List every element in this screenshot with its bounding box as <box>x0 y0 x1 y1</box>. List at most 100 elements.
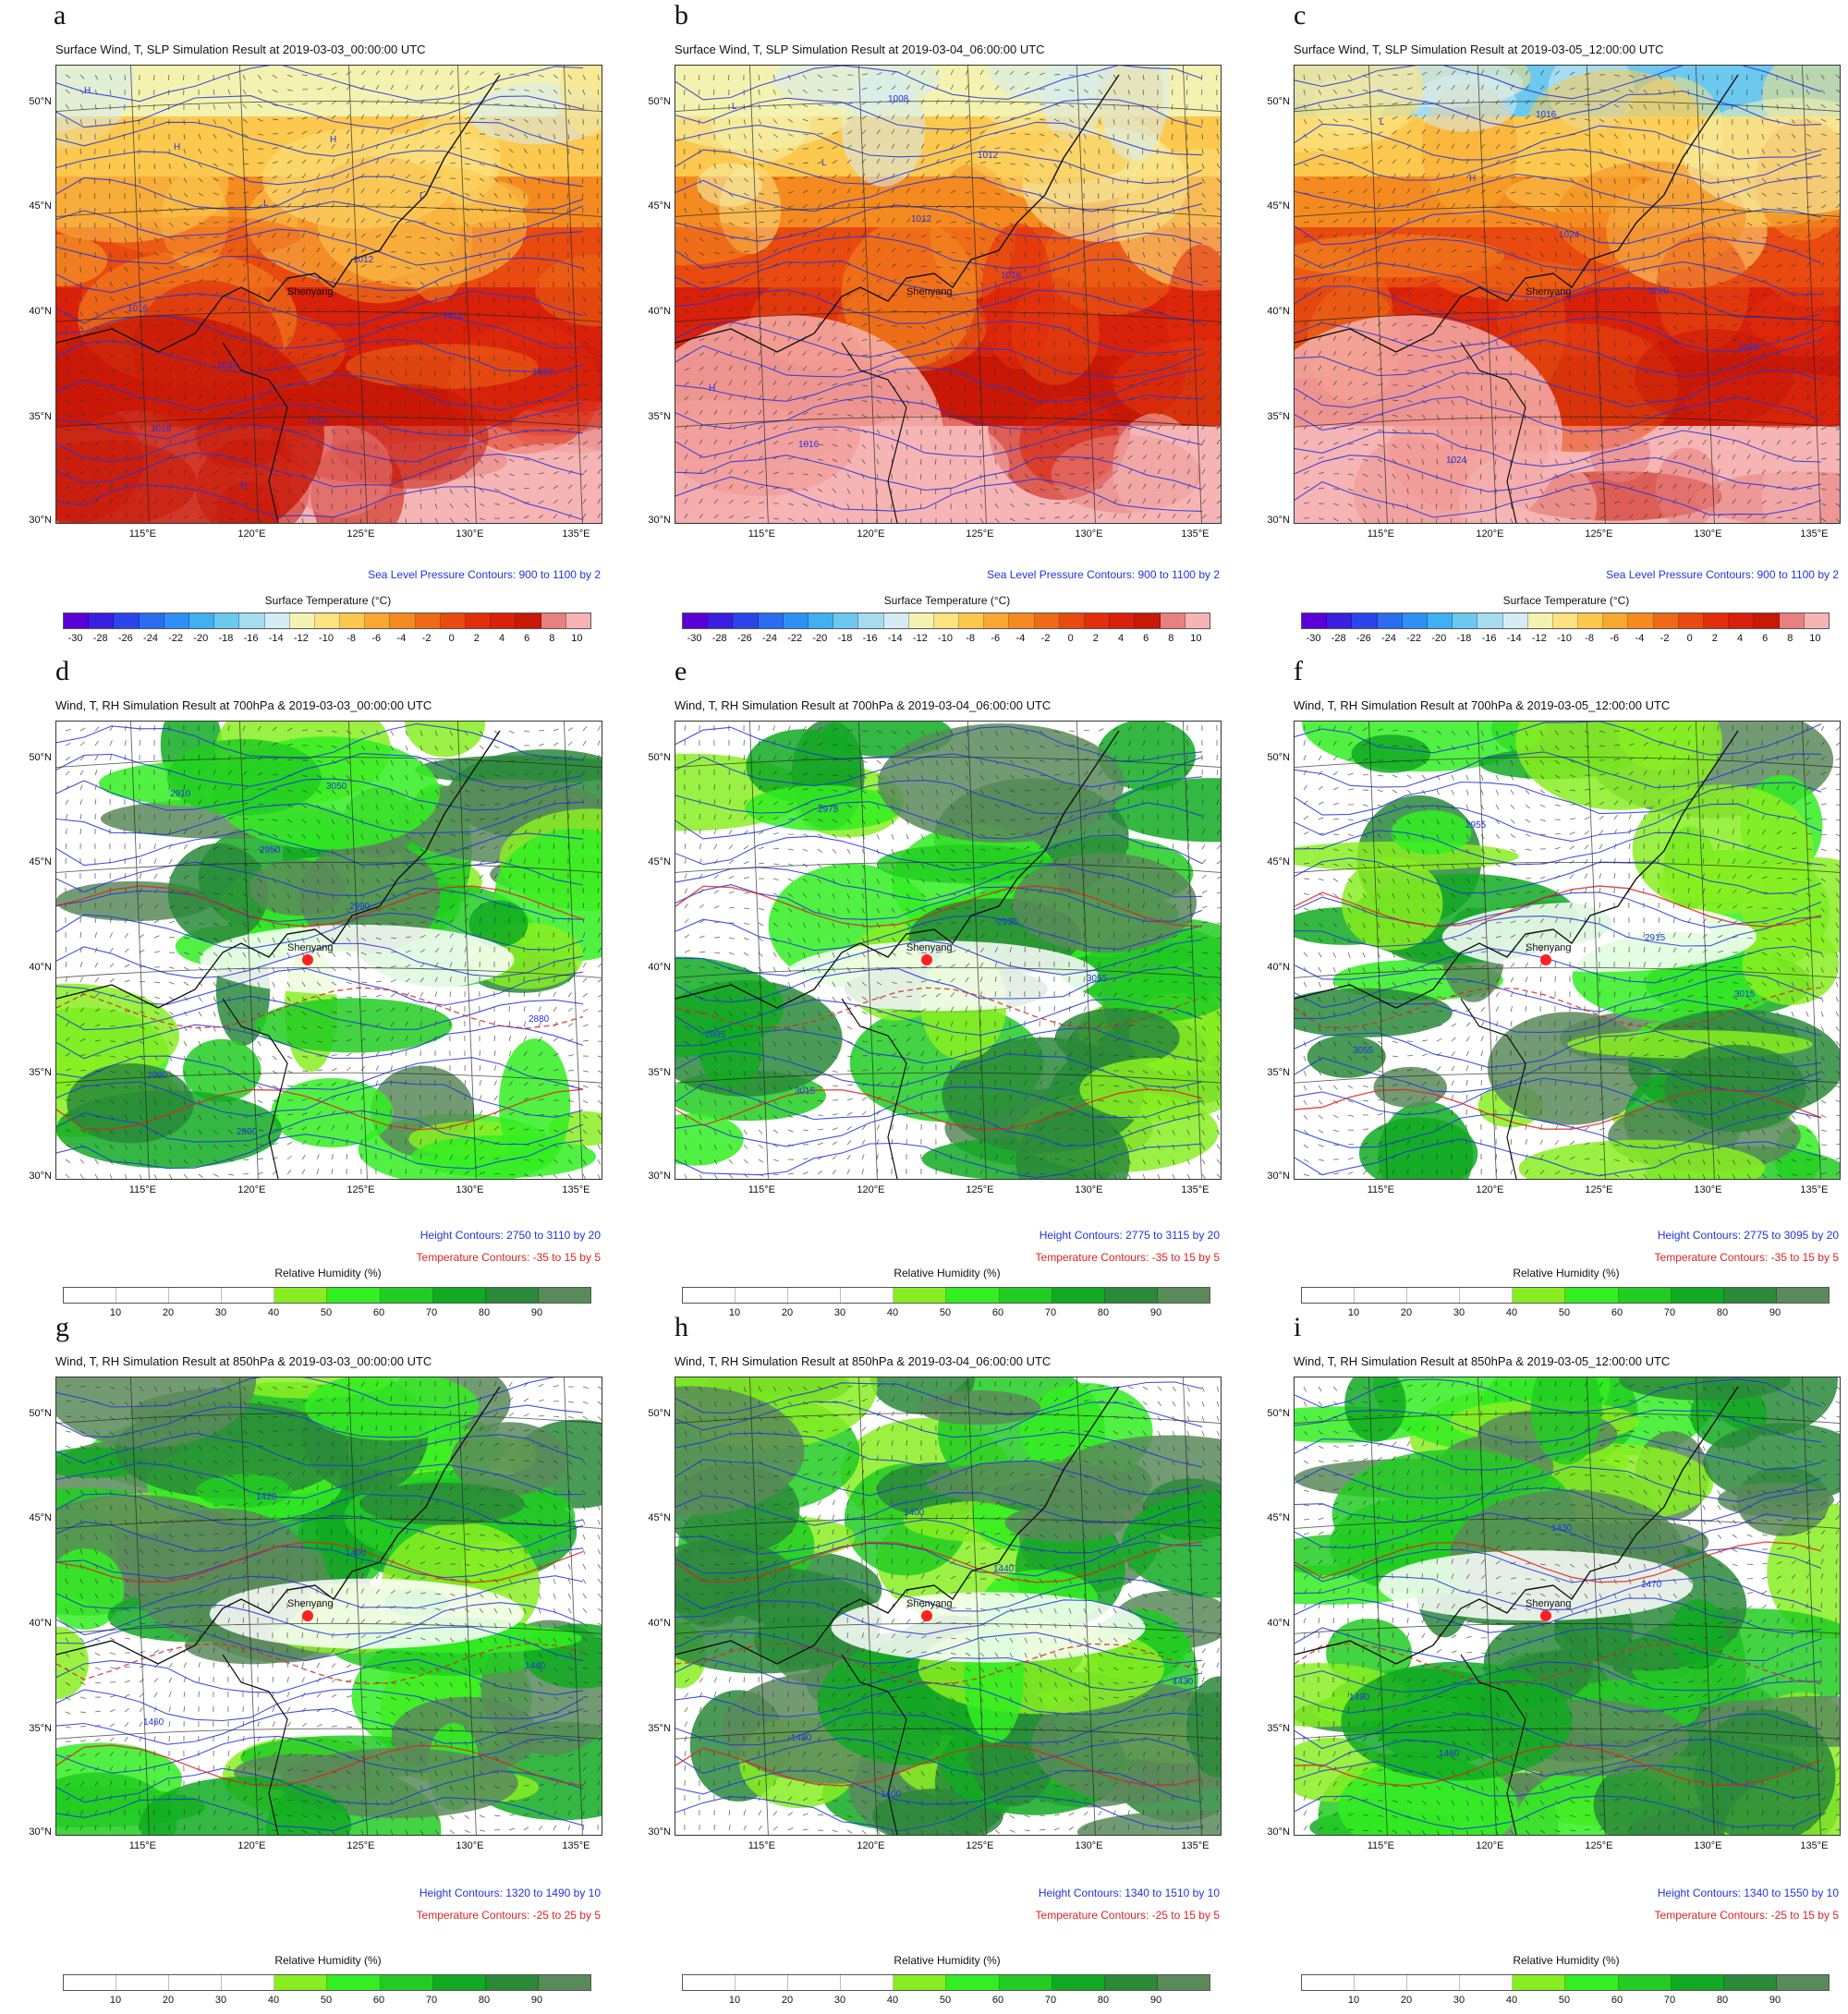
city-label: Shenyang <box>1526 942 1572 953</box>
temperature-blob <box>981 223 1054 370</box>
rh-850hpa-map: 1430 1470 Shenyang 1490 1460 <box>1294 1377 1841 1836</box>
colorbar-swatch <box>1527 613 1553 628</box>
colorbar-tick-labels: -30 -28 -26 -24 -22 -20 -18 -16 -14 -12 -10 -8 -6 -4-… <box>63 633 590 646</box>
contour-label: 2880 <box>529 1014 550 1025</box>
contour-label: 2950 <box>260 845 281 855</box>
colorbar-tick-label: -4 <box>396 633 407 644</box>
colorbar <box>63 613 591 629</box>
field-layer: L L 1012 1016 Shenyang H 1016 1008 1012 <box>675 66 1221 523</box>
longitude-tick-label: 130°E <box>1694 1184 1722 1195</box>
colorbar-tick-label: -10 <box>319 633 334 644</box>
latitude-axis: 50°N 45°N 40°N 35°N 30°N <box>632 65 671 526</box>
colorbar-title: Relative Humidity (%) <box>894 1954 1001 1967</box>
humidity-blob <box>298 839 441 953</box>
colorbar-swatch <box>89 613 115 628</box>
longitude-tick-label: 130°E <box>1694 528 1722 540</box>
contour-label: 1400 <box>904 1508 925 1518</box>
shenyang-marker <box>921 954 932 965</box>
colorbar-tick-label: 50 <box>1558 1995 1571 2006</box>
humidity-blob <box>876 844 1054 884</box>
colorbar-swatch <box>1477 613 1503 628</box>
dry-region <box>1379 1550 1694 1621</box>
colorbar-tick-label: -26 <box>1356 633 1371 644</box>
contour-label: 1024 <box>1559 230 1580 240</box>
panel-letter: c <box>1294 0 1307 30</box>
colorbar-tick-label: 6 <box>524 633 530 644</box>
wind-vector-field <box>683 69 1221 523</box>
colorbar-tick-label: 2 <box>1092 633 1099 644</box>
humidity-blob <box>926 1461 1135 1506</box>
colorbar-swatch <box>516 613 541 628</box>
contour-label: 1440 <box>993 1564 1015 1574</box>
contour-label: 1400 <box>346 1548 367 1559</box>
colorbar-tick-label: 30 <box>214 1995 227 2006</box>
temperature-blob <box>922 358 1048 419</box>
colorbar-swatch <box>1678 613 1704 628</box>
rh-700hpa-map: 2910 2950 2990 Shenyang 2880 2990 2890 3050 <box>55 721 602 1180</box>
colorbar-swatch <box>683 1288 736 1303</box>
colorbar-swatch <box>841 1288 894 1303</box>
colorbar-tick-label: 8 <box>549 633 555 644</box>
contour-label: 1012 <box>353 255 374 265</box>
contour-label: 2990 <box>147 1071 168 1081</box>
longitude-tick-label: 130°E <box>1075 528 1103 540</box>
contour-label: 1470 <box>1641 1580 1662 1590</box>
colorbar-swatch <box>1704 613 1730 628</box>
latitude-tick-label: 45°N <box>1267 856 1290 868</box>
colorbar-swatch <box>908 613 934 628</box>
colorbar-tick-label: 0 <box>1686 633 1693 644</box>
panel-h: h Wind, T, RH Simulation Result at 850hP… <box>648 1312 1247 1931</box>
longitude-tick-label: 135°E <box>562 528 590 540</box>
colorbar-swatch <box>1402 613 1428 628</box>
latitude-axis: 50°N 45°N 40°N 35°N 30°N <box>13 721 52 1182</box>
contour-label: 3015 <box>795 1086 816 1097</box>
height-contours <box>1295 722 1822 1177</box>
temperature-blob <box>1112 413 1198 522</box>
colorbar-tick-label: 60 <box>372 1307 385 1318</box>
colorbar-tick-labels: -30 -28 -26 -24 -22 -20 -18 -16 -14 -12 -10 -8 -6 -4-… <box>682 633 1209 646</box>
latitude-tick-label: 30°N <box>648 1826 671 1838</box>
colorbar-tick-label: 30 <box>833 1307 846 1318</box>
colorbar-swatch <box>788 1975 842 1990</box>
contour-label: L <box>1380 117 1385 127</box>
field-layer: 1420 1400 Shenyang 1440 1460 <box>56 1377 602 1835</box>
longitude-tick-label: 130°E <box>456 528 484 540</box>
humidity-blob <box>675 956 784 1058</box>
latitude-tick-label: 45°N <box>1267 200 1290 212</box>
shenyang-marker <box>921 1610 932 1621</box>
temperature-contour-note: Temperature Contours: -35 to 15 by 5 <box>1654 1251 1839 1264</box>
graticule <box>1295 1377 1840 1835</box>
coastline <box>56 74 501 353</box>
temperature-blob <box>1436 260 1594 300</box>
colorbar-tick-label: 80 <box>1716 1995 1729 2006</box>
coastline <box>841 1654 907 1835</box>
coastline <box>1295 730 1739 1009</box>
colorbar-tick-label: 30 <box>1453 1995 1465 2006</box>
humidity-blob <box>1742 923 1840 1005</box>
coastline <box>841 342 907 523</box>
temperature-blob <box>1589 429 1651 482</box>
colorbar-tick-label: -14 <box>268 633 284 644</box>
panel-title: Wind, T, RH Simulation Result at 700hPa … <box>1294 698 1671 712</box>
longitude-tick-label: 135°E <box>562 1840 590 1851</box>
contour-label: 1016 <box>1536 110 1557 120</box>
colorbar-tick-labels: 10 20 30 40 50 60 70 80 90 <box>1301 1307 1828 1320</box>
panel-letter: a <box>54 0 67 30</box>
longitude-axis: 115°E 120°E 125°E 130°E 135°E <box>55 528 601 543</box>
height-contours <box>675 66 1203 512</box>
humidity-blob <box>1295 988 1453 1037</box>
longitude-axis: 115°E 120°E 125°E 130°E 135°E <box>55 1184 601 1199</box>
colorbar-tick-label: 10 <box>1347 1307 1360 1318</box>
longitude-axis: 115°E 120°E 125°E 130°E 135°E <box>1294 528 1839 543</box>
city-label: Shenyang <box>906 942 953 953</box>
panel-e: e Wind, T, RH Simulation Result at 700hP… <box>648 656 1247 1275</box>
coastline <box>1295 74 1739 353</box>
colorbar-tick-label: -20 <box>812 633 828 644</box>
temperature-blob <box>56 122 229 243</box>
latitude-tick-label: 50°N <box>1267 751 1290 763</box>
panel-c: c Surface Wind, T, SLP Simulation Result… <box>1267 0 1848 619</box>
panel-letter: g <box>55 1312 69 1342</box>
colorbar-tick-label: 80 <box>1716 1307 1729 1318</box>
colorbar-swatch <box>116 1288 170 1303</box>
contour-label: 1490 <box>1349 1692 1370 1703</box>
